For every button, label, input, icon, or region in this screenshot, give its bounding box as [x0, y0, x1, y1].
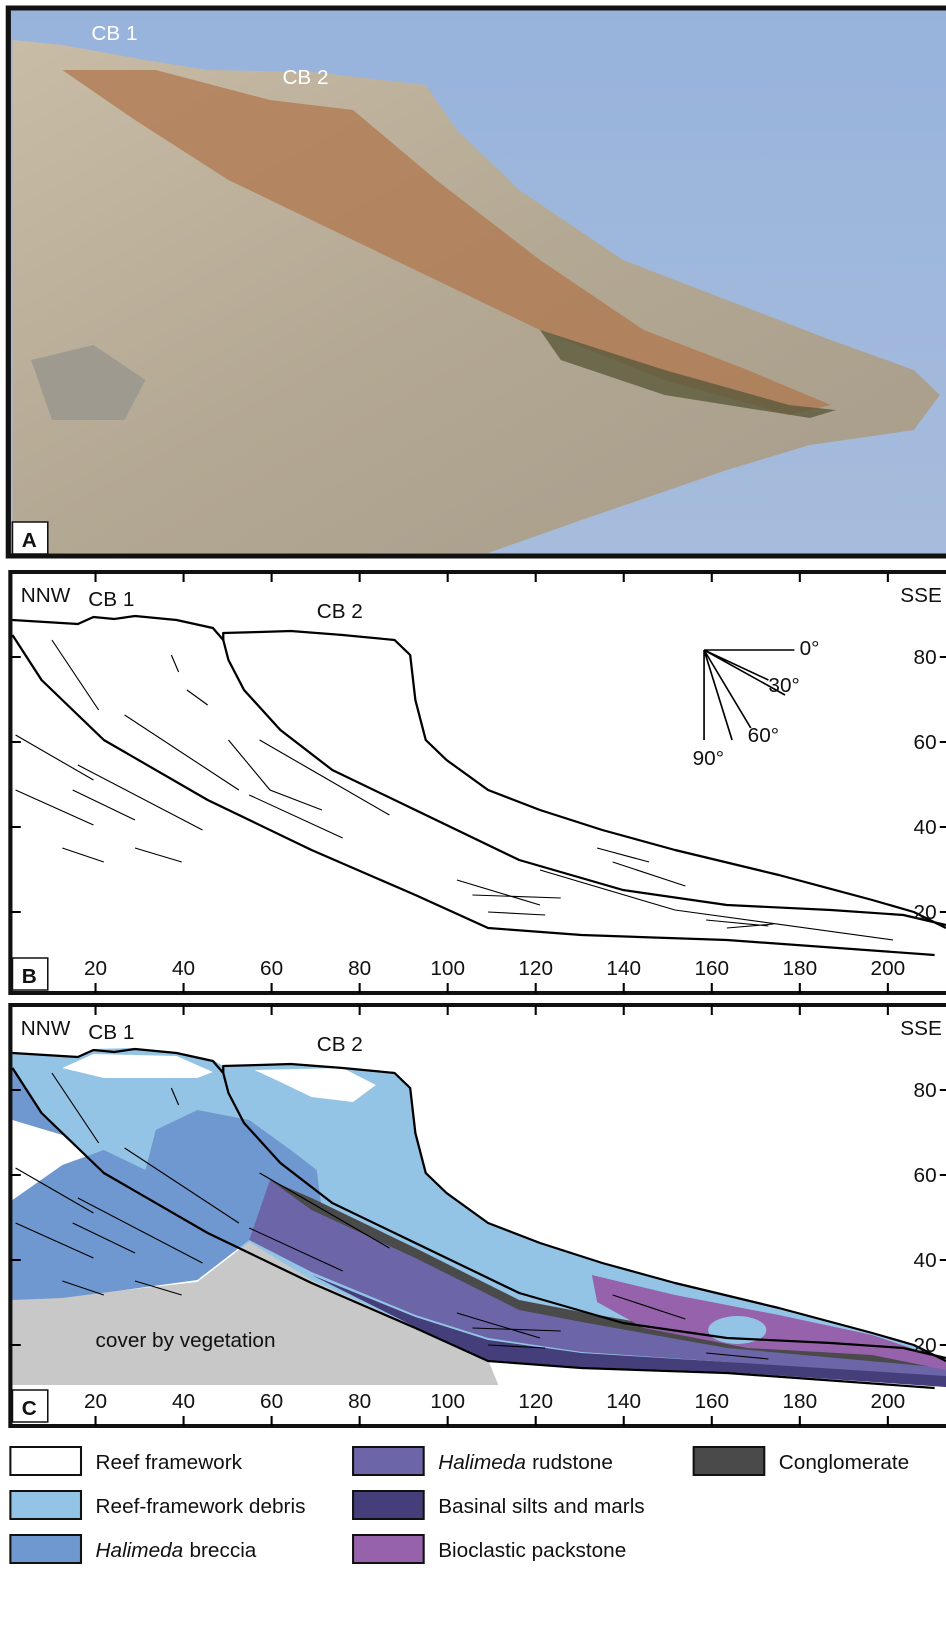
x-tick-label: 140	[606, 1391, 641, 1413]
legend-swatch	[353, 1491, 424, 1519]
dip-label: 60°	[748, 725, 779, 747]
x-tick-label: 160	[694, 958, 729, 980]
x-tick-label: 80	[348, 958, 371, 980]
legend-label: Reef-framework debris	[96, 1496, 306, 1518]
y-tick-label: 40	[914, 817, 937, 839]
legend-swatch	[694, 1447, 765, 1475]
legend-label: Reef framework	[96, 1452, 243, 1474]
legend-label: Basinal silts and marls	[438, 1496, 644, 1518]
x-tick-label: 140	[606, 958, 641, 980]
y-tick-label: 40	[914, 1250, 937, 1272]
direction: SSE	[900, 585, 942, 607]
direction: SSE	[900, 1018, 942, 1040]
direction: NNW	[21, 585, 71, 607]
legend-italic: Halimeda	[438, 1452, 526, 1474]
y-tick-label: 80	[914, 647, 937, 669]
direction: NNW	[21, 1018, 71, 1040]
annotation: CB 2	[282, 67, 328, 89]
panel-label: B	[22, 966, 37, 988]
dip-label: 0°	[800, 638, 820, 660]
x-tick-label: 160	[694, 1391, 729, 1413]
x-tick-label: 20	[84, 1391, 107, 1413]
y-tick-label: 60	[914, 1165, 937, 1187]
legend: Reef framework Reef-framework debris Halim…	[10, 1447, 909, 1563]
panel-a: A CB 1 CB 2	[8, 8, 946, 556]
legend-swatch	[10, 1535, 81, 1563]
legend-text: rudstone	[532, 1452, 613, 1474]
annotation: CB 1	[88, 589, 134, 611]
panel-label: A	[22, 530, 37, 552]
x-tick-label: 40	[172, 1391, 195, 1413]
x-tick-label: 60	[260, 958, 283, 980]
y-tick-label: 20	[914, 1335, 937, 1357]
legend-swatch	[353, 1535, 424, 1563]
x-tick-label: 20	[84, 958, 107, 980]
legend-label: Halimeda rudstone	[438, 1452, 613, 1474]
y-tick-label: 20	[914, 902, 937, 924]
panel-b: 0° 30° 60° 90° B NNW SSE CB 1 CB 2 20 40 6…	[10, 572, 946, 993]
panel-label: C	[22, 1398, 37, 1420]
legend-label: Bioclastic packstone	[438, 1540, 626, 1562]
figure: A CB 1 CB 2 0° 30° 60° 90° B NNW SSE CB …	[0, 0, 946, 1629]
dip-label: 30°	[768, 675, 799, 697]
annotation: CB 2	[317, 601, 363, 623]
x-tick-label: 200	[871, 1391, 906, 1413]
x-tick-label: 60	[260, 1391, 283, 1413]
x-tick-label: 120	[518, 1391, 553, 1413]
x-tick-label: 200	[871, 958, 906, 980]
legend-swatch	[353, 1447, 424, 1475]
dip-label: 90°	[693, 748, 724, 770]
legend-italic: Halimeda	[96, 1540, 184, 1562]
x-tick-label: 80	[348, 1391, 371, 1413]
x-tick-label: 180	[782, 958, 817, 980]
legend-swatch	[10, 1491, 81, 1519]
legend-label: Conglomerate	[779, 1452, 909, 1474]
x-tick-label: 100	[430, 958, 465, 980]
x-tick-label: 120	[518, 958, 553, 980]
annotation: CB 2	[317, 1034, 363, 1056]
y-tick-label: 80	[914, 1080, 937, 1102]
annotation: CB 1	[88, 1022, 134, 1044]
y-tick-label: 60	[914, 732, 937, 754]
panel-c: C NNW SSE CB 1 CB 2 cover by vegetation …	[10, 1005, 946, 1426]
legend-text: breccia	[189, 1540, 257, 1562]
x-tick-label: 180	[782, 1391, 817, 1413]
x-tick-label: 40	[172, 958, 195, 980]
legend-swatch	[10, 1447, 81, 1475]
annotation: CB 1	[91, 23, 137, 45]
page: A CB 1 CB 2 0° 30° 60° 90° B NNW SSE CB …	[0, 0, 946, 1629]
x-tick-label: 100	[430, 1391, 465, 1413]
annotation: cover by vegetation	[96, 1330, 276, 1352]
